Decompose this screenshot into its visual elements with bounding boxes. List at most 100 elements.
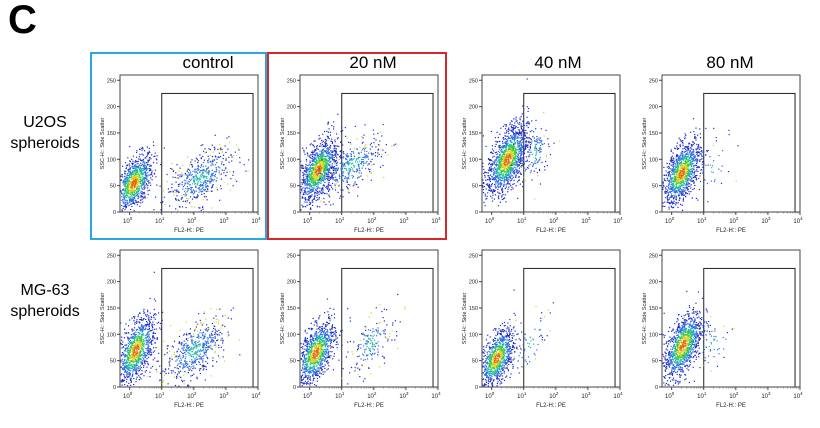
data-point	[347, 188, 349, 190]
data-point	[193, 192, 196, 194]
data-point	[313, 160, 315, 162]
data-point	[141, 147, 143, 149]
data-point	[302, 193, 304, 196]
data-point	[513, 173, 515, 175]
data-point	[203, 193, 205, 195]
data-point	[494, 185, 496, 187]
data-point	[501, 147, 504, 149]
data-point	[494, 194, 497, 196]
data-point	[361, 178, 363, 181]
data-point	[513, 118, 515, 120]
data-point	[150, 165, 152, 167]
data-point	[666, 196, 669, 198]
data-point	[495, 165, 498, 167]
data-point	[321, 160, 323, 162]
data-point	[303, 149, 305, 151]
data-point	[522, 153, 524, 155]
data-point	[144, 180, 146, 182]
data-point	[304, 198, 306, 200]
data-point	[131, 170, 134, 172]
data-point	[186, 200, 188, 202]
data-point	[327, 179, 329, 181]
data-point	[500, 150, 502, 152]
data-point	[503, 176, 505, 179]
data-point	[510, 189, 512, 191]
data-point	[220, 185, 222, 187]
data-point	[524, 146, 526, 148]
data-point	[318, 179, 320, 181]
data-point	[330, 167, 332, 169]
data-point	[489, 180, 491, 183]
data-point	[342, 165, 344, 167]
data-point	[523, 167, 525, 169]
data-point	[340, 150, 342, 152]
data-point	[683, 177, 685, 179]
data-point	[150, 177, 152, 179]
data-point	[332, 170, 334, 172]
data-point	[526, 160, 528, 162]
data-point	[160, 163, 162, 166]
data-point	[315, 176, 317, 178]
data-point	[126, 165, 128, 167]
data-point	[206, 199, 208, 201]
data-point	[508, 167, 510, 169]
data-point	[142, 172, 144, 174]
data-point	[126, 174, 128, 176]
data-point	[130, 173, 132, 175]
data-point	[518, 133, 520, 135]
data-point	[499, 164, 501, 166]
data-point	[497, 205, 499, 207]
data-point	[317, 168, 319, 170]
data-point	[509, 124, 511, 126]
data-point	[323, 192, 325, 195]
data-point	[207, 166, 209, 168]
data-point	[511, 137, 513, 139]
data-point	[197, 168, 199, 170]
data-point	[147, 167, 149, 170]
y-tick-label: 200	[287, 105, 296, 111]
data-point	[496, 141, 498, 143]
data-point	[235, 144, 237, 146]
data-point	[132, 182, 134, 184]
data-point	[197, 194, 199, 196]
data-point	[492, 191, 494, 193]
data-point	[344, 162, 346, 165]
data-point	[348, 172, 350, 174]
data-point	[318, 179, 321, 181]
data-point	[496, 156, 498, 158]
data-point	[495, 175, 497, 177]
data-point	[333, 144, 335, 146]
data-point	[312, 178, 314, 180]
data-point	[330, 204, 332, 206]
data-point	[197, 162, 199, 164]
data-point	[502, 137, 505, 139]
data-point	[144, 168, 146, 170]
data-point	[521, 151, 523, 153]
data-point	[509, 122, 511, 124]
data-point	[134, 172, 136, 174]
data-point	[351, 185, 353, 187]
data-point	[532, 163, 534, 165]
data-point	[331, 169, 334, 171]
data-point	[357, 164, 360, 167]
data-point	[680, 177, 682, 179]
data-point	[142, 201, 144, 203]
data-point	[539, 149, 541, 151]
data-point	[122, 207, 124, 209]
data-point	[320, 163, 322, 165]
data-point	[337, 113, 339, 115]
data-point	[311, 199, 313, 201]
data-point	[144, 162, 146, 164]
data-point	[498, 171, 500, 173]
data-point	[330, 161, 332, 163]
data-point	[301, 188, 303, 190]
data-point	[491, 163, 493, 165]
x-tick-label: 104	[431, 216, 441, 225]
data-point	[505, 141, 507, 143]
data-point	[184, 172, 186, 175]
data-point	[320, 171, 322, 173]
data-point	[202, 172, 204, 175]
data-point	[320, 182, 322, 184]
data-point	[667, 194, 669, 196]
data-point	[527, 145, 529, 147]
